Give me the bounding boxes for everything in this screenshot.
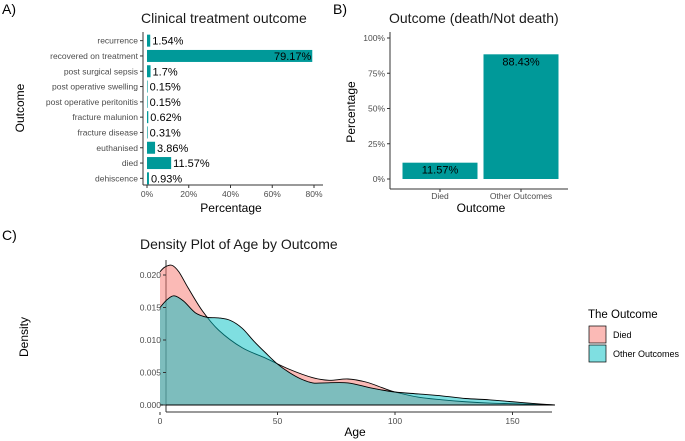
panel-c-legend: The Outcome Died Other Outcomes <box>588 309 680 363</box>
density-line-other-outcomes <box>159 295 555 406</box>
panel-a-x-axis-title: Percentage <box>200 201 262 215</box>
legend-label-died: Died <box>613 330 632 340</box>
panel-a-data-label: 0.15% <box>150 82 181 94</box>
panel-a-bar <box>147 95 148 108</box>
panel-c-x-axis-title: Age <box>344 425 366 439</box>
panel-b-y-tick-label: 50% <box>368 104 385 114</box>
panel-c-label: C) <box>2 227 17 243</box>
panel-c-x-tick-label: 50 <box>273 416 283 426</box>
panel-b-bar <box>402 162 478 179</box>
panel-c-y-tick-label: 0.010 <box>140 335 162 345</box>
panel-c-title: Density Plot of Age by Outcome <box>140 236 338 252</box>
panel-a-bar <box>147 157 172 170</box>
panel-a-x-tick-label: 40% <box>222 189 239 199</box>
panel-a-data-label: 3.86% <box>157 143 188 155</box>
panel-b-y-tick-label: 100% <box>363 33 385 43</box>
panel-a-x-tick-label: 60% <box>264 189 281 199</box>
panel-a-bar <box>147 65 151 78</box>
panel-a: A) Clinical treatment outcome 1.54% 79.17… <box>2 1 323 215</box>
panel-a-data-label: 0.93% <box>151 173 182 185</box>
panel-b-bar <box>483 54 559 179</box>
panel-a-category-label: post operative peritonitis <box>46 97 138 107</box>
panel-a-title: Clinical treatment outcome <box>141 10 307 26</box>
panel-a-data-label: 79.17% <box>274 51 312 63</box>
panel-b-y-tick-label: 25% <box>368 139 385 149</box>
panel-a-category-label: fracture disease <box>78 127 139 137</box>
legend-key-other-outcomes <box>588 344 607 363</box>
panel-c-y-tick-label: 0.000 <box>140 400 162 410</box>
panel-a-category-label: recurrence <box>97 36 138 46</box>
panel-b-label: B) <box>333 1 347 17</box>
panel-b-data-label: 88.43% <box>502 56 540 68</box>
panel-c-x-tick-label: 150 <box>505 416 519 426</box>
legend-title: The Outcome <box>588 309 658 321</box>
panel-a-bar <box>147 172 149 185</box>
panel-b-category-label: Died <box>431 191 449 201</box>
panel-a-label: A) <box>2 1 16 17</box>
panel-b-y-tick-label: 75% <box>368 68 385 78</box>
panel-a-category-label: fracture malunion <box>72 112 138 122</box>
panel-b-title: Outcome (death/Not death) <box>389 10 559 26</box>
panel-b-y-axis-title: Percentage <box>344 81 358 143</box>
panel-a-bar <box>147 111 149 124</box>
panel-c-x-tick-label: 100 <box>388 416 402 426</box>
panel-a-bar <box>147 126 148 139</box>
panel-a-category-label: dehiscence <box>95 173 138 183</box>
panel-a-bar <box>147 141 156 154</box>
panel-b-category-label: Other Outcomes <box>490 191 552 201</box>
panel-c-y-tick-label: 0.005 <box>140 368 162 378</box>
panel-c-y-axis-title: Density <box>17 317 31 357</box>
panel-a-category-label: died <box>122 158 138 168</box>
panel-a-x-tick-label: 0% <box>141 189 154 199</box>
panel-a-bar <box>147 49 313 62</box>
panel-a-data-label: 1.7% <box>153 66 178 78</box>
panel-a-data-label: 0.15% <box>150 97 181 109</box>
panel-a-data-label: 0.31% <box>150 127 181 139</box>
panel-b-y-tick-label: 0% <box>373 174 386 184</box>
panel-a-y-axis-title: Outcome <box>13 83 27 132</box>
panel-c: C) Density Plot of Age by Outcome 0 50 100… <box>2 227 680 439</box>
panel-a-category-label: euthanised <box>96 143 138 153</box>
panel-a-category-label: post operative swelling <box>52 82 138 92</box>
legend-key-died <box>588 325 607 344</box>
panel-a-bar <box>147 34 151 47</box>
panel-a-data-label: 0.62% <box>150 112 181 124</box>
panel-a-category-label: post surgical sepsis <box>64 66 138 76</box>
panel-a-category-label: recovered on treatment <box>50 51 139 61</box>
panel-c-x-tick-label: 0 <box>158 416 163 426</box>
panel-a-data-label: 1.54% <box>152 36 183 48</box>
panel-a-data-label: 11.57% <box>173 158 210 170</box>
panel-b-x-axis-title: Outcome <box>457 201 506 215</box>
panel-c-y-tick-label: 0.020 <box>140 270 162 280</box>
panel-a-x-tick-label: 20% <box>180 189 197 199</box>
panel-a-x-tick-label: 80% <box>305 189 322 199</box>
legend-label-other-outcomes: Other Outcomes <box>613 349 680 359</box>
density-area-other-outcomes <box>160 295 555 405</box>
panel-b: B) Outcome (death/Not death) 11.57% 88.43… <box>333 1 568 215</box>
panel-b-data-label: 11.57% <box>422 165 459 177</box>
panel-a-bar <box>147 80 148 93</box>
panel-c-y-tick-label: 0.015 <box>140 303 162 313</box>
